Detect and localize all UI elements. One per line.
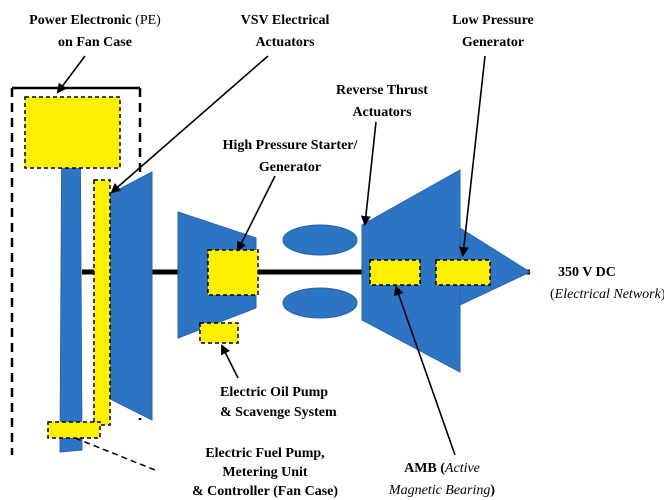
label: Generator — [462, 35, 524, 50]
oil-pump — [199, 322, 239, 344]
amb-box — [369, 259, 421, 286]
label: Reverse Thrust — [336, 83, 428, 98]
label: (Electrical Network) — [550, 287, 664, 302]
label: & Scavenge System — [220, 405, 337, 420]
label-part: ) — [661, 287, 664, 302]
combustor — [282, 224, 358, 256]
label: Low Pressure — [452, 13, 534, 28]
arrow — [56, 55, 86, 94]
dashed-leader — [74, 437, 156, 471]
label-part: ( — [550, 287, 555, 302]
label: Actuators — [255, 35, 315, 50]
label: High Pressure Starter/ — [223, 138, 359, 153]
arrow — [110, 55, 269, 194]
label-part: AMB ( — [404, 461, 445, 476]
vsv-actuator — [93, 179, 111, 426]
hp-generator — [207, 249, 259, 296]
combustor — [282, 287, 358, 319]
label-part: Active — [444, 461, 480, 476]
label: 350 V DC — [558, 265, 616, 280]
label: AMB (Active — [404, 461, 480, 476]
label-part: Power Electronic — [29, 13, 132, 28]
lp-generator — [435, 259, 491, 286]
label: Electric Oil Pump — [220, 385, 328, 400]
fuel-pump — [47, 421, 101, 439]
arrow — [237, 175, 276, 252]
label: Metering Unit — [222, 465, 307, 480]
arrow — [360, 121, 377, 226]
label: Magnetic Bearing) — [388, 483, 495, 498]
arrow — [458, 55, 486, 257]
label: Power Electronic (PE) — [29, 13, 161, 28]
label: on Fan Case — [58, 35, 132, 50]
pe-box — [24, 96, 121, 169]
label: Electric Fuel Pump, — [205, 446, 324, 461]
label: Generator — [259, 160, 321, 175]
label: Actuators — [352, 105, 412, 120]
fan-stator — [107, 171, 153, 421]
label-part: Magnetic Bearing — [388, 483, 490, 498]
label-part: ) — [490, 483, 495, 498]
arrow — [221, 344, 239, 379]
arrow — [393, 285, 456, 456]
label-part: Electrical Network — [554, 287, 662, 302]
label: & Controller (Fan Case) — [192, 484, 338, 499]
label-part: (PE) — [135, 13, 161, 28]
label: VSV Electrical — [241, 13, 330, 28]
